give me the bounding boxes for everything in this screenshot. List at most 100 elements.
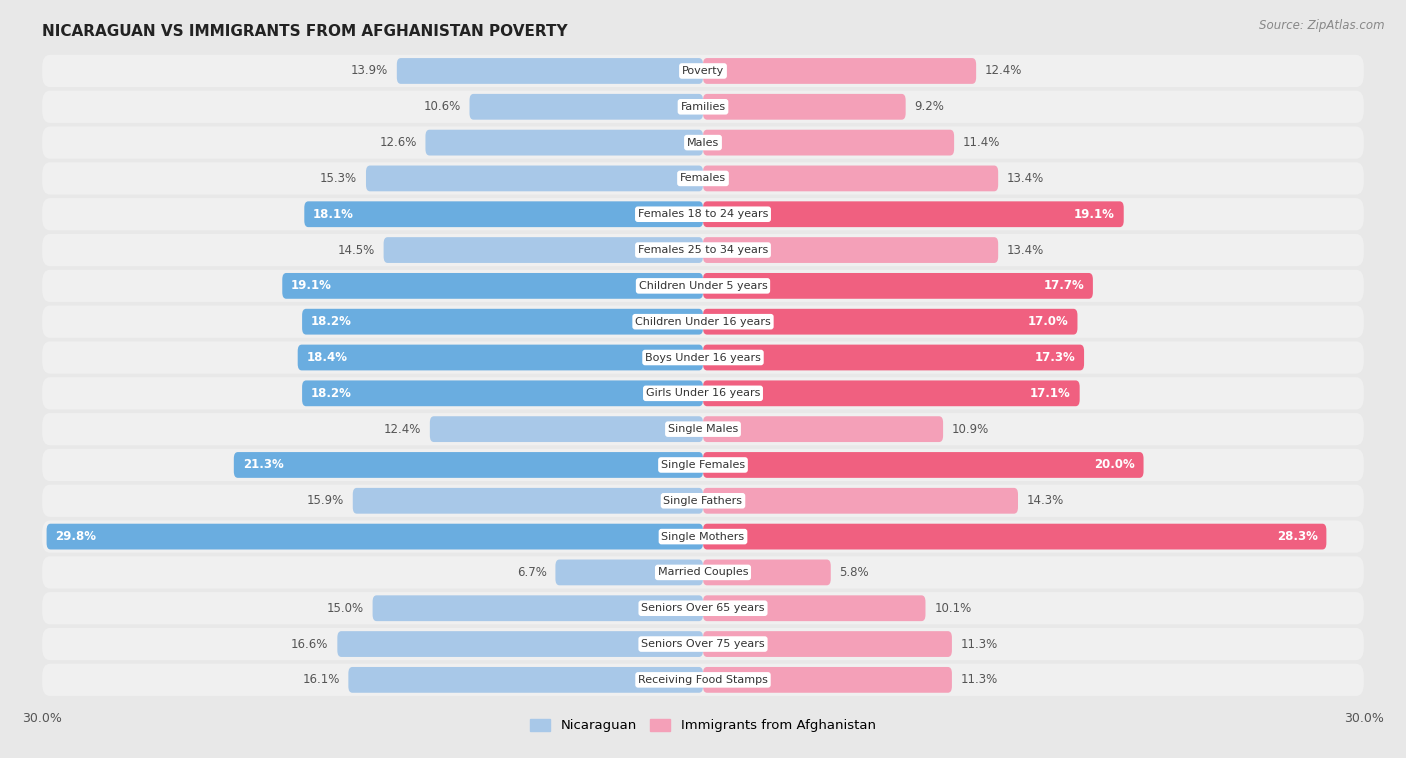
FancyBboxPatch shape xyxy=(233,452,703,478)
FancyBboxPatch shape xyxy=(283,273,703,299)
FancyBboxPatch shape xyxy=(42,341,1364,374)
Text: 10.6%: 10.6% xyxy=(423,100,461,113)
Text: Children Under 5 years: Children Under 5 years xyxy=(638,281,768,291)
FancyBboxPatch shape xyxy=(703,631,952,657)
FancyBboxPatch shape xyxy=(304,202,703,227)
Text: 20.0%: 20.0% xyxy=(1094,459,1135,471)
FancyBboxPatch shape xyxy=(42,127,1364,158)
FancyBboxPatch shape xyxy=(703,452,1143,478)
Text: 12.4%: 12.4% xyxy=(384,423,420,436)
FancyBboxPatch shape xyxy=(396,58,703,84)
Text: 21.3%: 21.3% xyxy=(243,459,284,471)
Text: 17.3%: 17.3% xyxy=(1035,351,1076,364)
Text: 15.3%: 15.3% xyxy=(321,172,357,185)
FancyBboxPatch shape xyxy=(703,416,943,442)
FancyBboxPatch shape xyxy=(703,559,831,585)
FancyBboxPatch shape xyxy=(703,237,998,263)
Text: 5.8%: 5.8% xyxy=(839,566,869,579)
FancyBboxPatch shape xyxy=(703,130,955,155)
FancyBboxPatch shape xyxy=(42,664,1364,696)
FancyBboxPatch shape xyxy=(302,309,703,334)
FancyBboxPatch shape xyxy=(703,58,976,84)
FancyBboxPatch shape xyxy=(703,273,1092,299)
Text: Children Under 16 years: Children Under 16 years xyxy=(636,317,770,327)
Text: 18.1%: 18.1% xyxy=(314,208,354,221)
Text: 17.1%: 17.1% xyxy=(1031,387,1071,399)
FancyBboxPatch shape xyxy=(42,484,1364,517)
FancyBboxPatch shape xyxy=(703,309,1077,334)
Text: Single Females: Single Females xyxy=(661,460,745,470)
FancyBboxPatch shape xyxy=(703,524,1326,550)
FancyBboxPatch shape xyxy=(703,667,952,693)
FancyBboxPatch shape xyxy=(42,55,1364,87)
Text: 12.4%: 12.4% xyxy=(986,64,1022,77)
FancyBboxPatch shape xyxy=(426,130,703,155)
Text: 19.1%: 19.1% xyxy=(291,280,332,293)
Text: 14.5%: 14.5% xyxy=(337,243,375,256)
Legend: Nicaraguan, Immigrants from Afghanistan: Nicaraguan, Immigrants from Afghanistan xyxy=(526,713,880,738)
FancyBboxPatch shape xyxy=(384,237,703,263)
Text: Females: Females xyxy=(681,174,725,183)
Text: Single Mothers: Single Mothers xyxy=(661,531,745,542)
FancyBboxPatch shape xyxy=(703,202,1123,227)
Text: 9.2%: 9.2% xyxy=(914,100,945,113)
Text: Females 18 to 24 years: Females 18 to 24 years xyxy=(638,209,768,219)
Text: 15.9%: 15.9% xyxy=(307,494,344,507)
Text: Married Couples: Married Couples xyxy=(658,568,748,578)
FancyBboxPatch shape xyxy=(42,628,1364,660)
Text: 11.4%: 11.4% xyxy=(963,136,1000,149)
FancyBboxPatch shape xyxy=(42,91,1364,123)
Text: Families: Families xyxy=(681,102,725,111)
Text: 18.2%: 18.2% xyxy=(311,315,352,328)
FancyBboxPatch shape xyxy=(353,488,703,514)
FancyBboxPatch shape xyxy=(349,667,703,693)
FancyBboxPatch shape xyxy=(42,305,1364,338)
FancyBboxPatch shape xyxy=(703,94,905,120)
Text: 13.9%: 13.9% xyxy=(350,64,388,77)
Text: Boys Under 16 years: Boys Under 16 years xyxy=(645,352,761,362)
FancyBboxPatch shape xyxy=(42,198,1364,230)
Text: 13.4%: 13.4% xyxy=(1007,243,1045,256)
Text: Seniors Over 75 years: Seniors Over 75 years xyxy=(641,639,765,649)
FancyBboxPatch shape xyxy=(373,595,703,621)
Text: 11.3%: 11.3% xyxy=(960,673,998,686)
Text: 29.8%: 29.8% xyxy=(55,530,97,543)
Text: 12.6%: 12.6% xyxy=(380,136,416,149)
Text: Single Fathers: Single Fathers xyxy=(664,496,742,506)
FancyBboxPatch shape xyxy=(703,165,998,191)
FancyBboxPatch shape xyxy=(430,416,703,442)
Text: 14.3%: 14.3% xyxy=(1026,494,1064,507)
FancyBboxPatch shape xyxy=(555,559,703,585)
Text: Receiving Food Stamps: Receiving Food Stamps xyxy=(638,675,768,685)
Text: Seniors Over 65 years: Seniors Over 65 years xyxy=(641,603,765,613)
Text: 10.1%: 10.1% xyxy=(934,602,972,615)
FancyBboxPatch shape xyxy=(42,270,1364,302)
FancyBboxPatch shape xyxy=(703,345,1084,371)
FancyBboxPatch shape xyxy=(703,381,1080,406)
Text: Males: Males xyxy=(688,138,718,148)
FancyBboxPatch shape xyxy=(703,595,925,621)
FancyBboxPatch shape xyxy=(470,94,703,120)
Text: Poverty: Poverty xyxy=(682,66,724,76)
Text: 6.7%: 6.7% xyxy=(517,566,547,579)
FancyBboxPatch shape xyxy=(42,521,1364,553)
FancyBboxPatch shape xyxy=(302,381,703,406)
Text: Girls Under 16 years: Girls Under 16 years xyxy=(645,388,761,398)
FancyBboxPatch shape xyxy=(42,449,1364,481)
Text: 18.2%: 18.2% xyxy=(311,387,352,399)
Text: 16.1%: 16.1% xyxy=(302,673,339,686)
Text: 19.1%: 19.1% xyxy=(1074,208,1115,221)
Text: 11.3%: 11.3% xyxy=(960,637,998,650)
FancyBboxPatch shape xyxy=(42,413,1364,445)
FancyBboxPatch shape xyxy=(703,488,1018,514)
FancyBboxPatch shape xyxy=(42,592,1364,625)
Text: 28.3%: 28.3% xyxy=(1277,530,1317,543)
FancyBboxPatch shape xyxy=(42,556,1364,588)
Text: 13.4%: 13.4% xyxy=(1007,172,1045,185)
Text: 16.6%: 16.6% xyxy=(291,637,329,650)
Text: 17.7%: 17.7% xyxy=(1043,280,1084,293)
Text: 18.4%: 18.4% xyxy=(307,351,347,364)
Text: 17.0%: 17.0% xyxy=(1028,315,1069,328)
Text: 10.9%: 10.9% xyxy=(952,423,990,436)
Text: NICARAGUAN VS IMMIGRANTS FROM AFGHANISTAN POVERTY: NICARAGUAN VS IMMIGRANTS FROM AFGHANISTA… xyxy=(42,24,568,39)
